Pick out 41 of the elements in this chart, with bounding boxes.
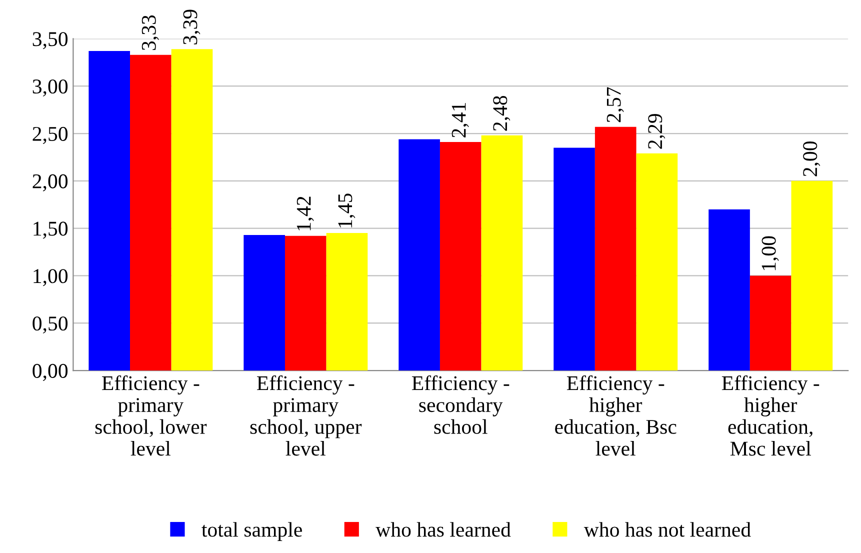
data-label: 2,41: [452, 103, 469, 138]
bar: [481, 135, 523, 371]
y-tick-label: 2,50: [32, 126, 68, 144]
x-tick-label: Efficiency - secondary school: [412, 375, 510, 434]
y-tick-label: 3,50: [32, 32, 68, 50]
bar: [171, 49, 213, 371]
x-tick-label: Efficiency - higher education, Msc level: [722, 375, 820, 456]
bar: [88, 51, 130, 371]
bar: [636, 153, 678, 371]
data-label: 2,00: [803, 141, 820, 176]
data-label: 1,45: [338, 194, 356, 228]
legend-label: total sample: [202, 522, 302, 541]
y-tick-label: 0,50: [32, 316, 68, 334]
y-tick-label: 0,00: [32, 364, 68, 381]
y-tick-label: 2,00: [32, 174, 68, 192]
x-tick-label: Efficiency - primary school, lower level: [95, 375, 207, 456]
bar: [398, 139, 440, 371]
y-tick-label: 3,00: [32, 79, 68, 97]
data-label: 2,48: [493, 96, 510, 131]
bar: [791, 180, 833, 371]
legend-label: who has learned: [376, 522, 511, 537]
data-label: 2,29: [648, 114, 666, 149]
bar: [750, 276, 792, 371]
bar: [440, 142, 482, 371]
data-label: 1,42: [296, 196, 314, 230]
y-tick-label: 1,00: [34, 269, 68, 286]
bar: [554, 148, 595, 371]
y-tick-label: 1,50: [34, 222, 68, 239]
data-label: 3,39: [183, 10, 200, 44]
bar: [284, 236, 326, 371]
legend-label: who has not learned: [584, 522, 751, 537]
bar: [130, 54, 172, 371]
x-tick-label: Efficiency - primary school, upper level: [250, 375, 362, 456]
data-label: 1,00: [762, 236, 779, 270]
bar: [326, 233, 368, 371]
bar: [594, 126, 636, 371]
data-label: 3,33: [142, 15, 159, 50]
x-tick-label: Efficiency - higher education, Bsc level: [555, 375, 676, 456]
bar: [708, 209, 750, 371]
bar: [244, 234, 285, 371]
data-label: 2,57: [606, 87, 624, 122]
